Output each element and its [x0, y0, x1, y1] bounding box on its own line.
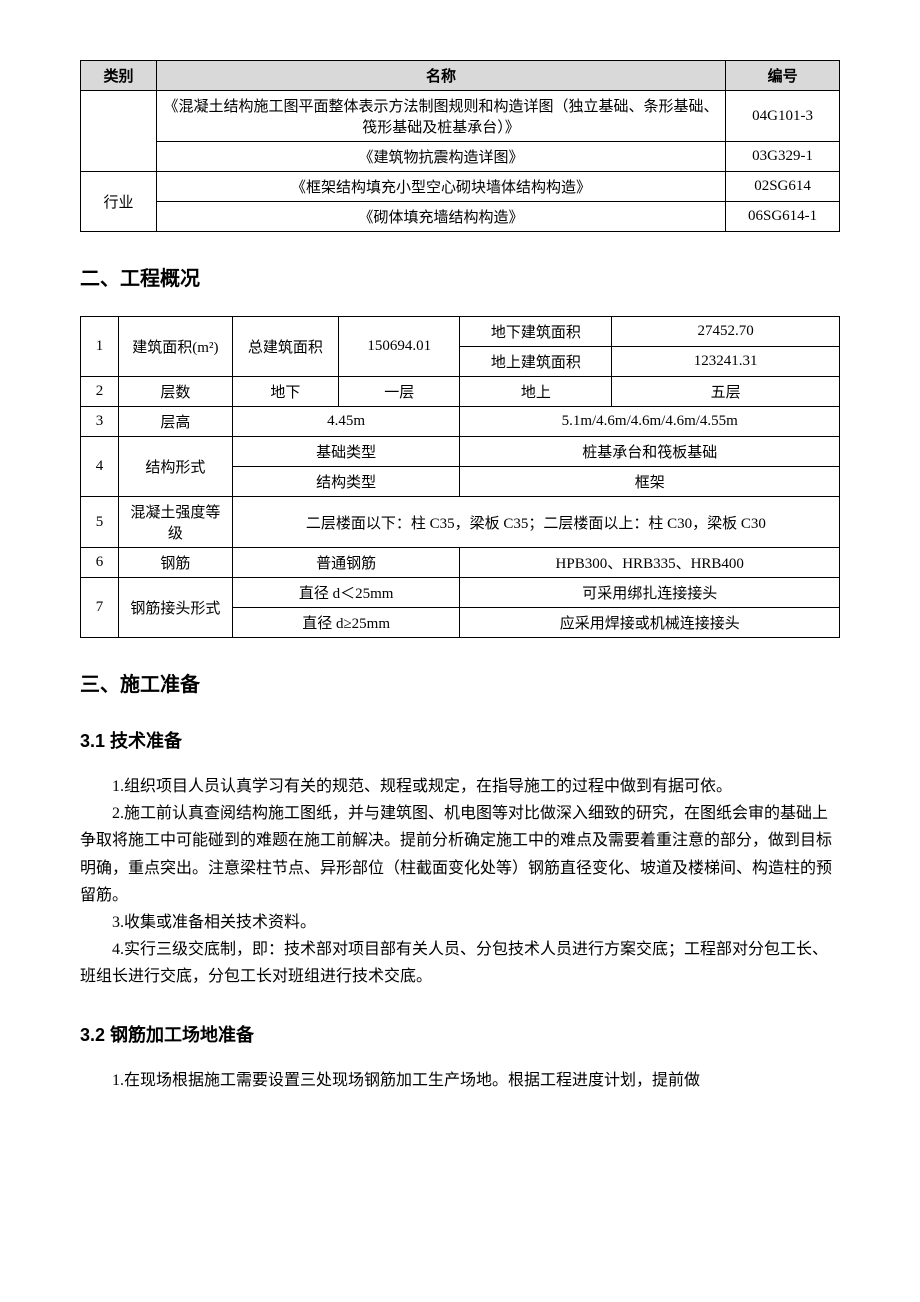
header-category: 类别 [81, 61, 157, 91]
cell-code: 04G101-3 [726, 91, 840, 142]
cell-code: 06SG614-1 [726, 202, 840, 232]
table-row: 《建筑物抗震构造详图》 03G329-1 [81, 142, 840, 172]
cell-num: 4 [81, 437, 119, 497]
standards-table: 类别 名称 编号 《混凝土结构施工图平面整体表示方法制图规则和构造详图（独立基础… [80, 60, 840, 232]
cell: 4.45m [232, 407, 460, 437]
header-code: 编号 [726, 61, 840, 91]
cell-num: 1 [81, 317, 119, 377]
cell-code: 02SG614 [726, 172, 840, 202]
table-row: 4 结构形式 基础类型 桩基承台和筏板基础 [81, 437, 840, 467]
table-row: 行业 《框架结构填充小型空心砌块墙体结构构造》 02SG614 [81, 172, 840, 202]
cell: 123241.31 [612, 347, 840, 377]
cell-label: 层高 [118, 407, 232, 437]
cell: 27452.70 [612, 317, 840, 347]
cell: HPB300、HRB335、HRB400 [460, 548, 840, 578]
cell-num: 2 [81, 377, 119, 407]
table-row: 《砌体填充墙结构构造》 06SG614-1 [81, 202, 840, 232]
cell: 基础类型 [232, 437, 460, 467]
cell: 结构类型 [232, 467, 460, 497]
cell: 地上建筑面积 [460, 347, 612, 377]
cell: 一层 [339, 377, 460, 407]
cell: 桩基承台和筏板基础 [460, 437, 840, 467]
cell: 地下建筑面积 [460, 317, 612, 347]
cell: 总建筑面积 [232, 317, 338, 377]
cell: 地上 [460, 377, 612, 407]
cell: 普通钢筋 [232, 548, 460, 578]
cell-num: 7 [81, 578, 119, 638]
table-row: 《混凝土结构施工图平面整体表示方法制图规则和构造详图（独立基础、条形基础、筏形基… [81, 91, 840, 142]
cell: 五层 [612, 377, 840, 407]
header-name: 名称 [156, 61, 725, 91]
cell-num: 3 [81, 407, 119, 437]
cell-name: 《混凝土结构施工图平面整体表示方法制图规则和构造详图（独立基础、条形基础、筏形基… [156, 91, 725, 142]
table-row: 2 层数 地下 一层 地上 五层 [81, 377, 840, 407]
project-overview-table: 1 建筑面积(m²) 总建筑面积 150694.01 地下建筑面积 27452.… [80, 316, 840, 638]
cell-num: 6 [81, 548, 119, 578]
table-row: 5 混凝土强度等级 二层楼面以下：柱 C35，梁板 C35；二层楼面以上：柱 C… [81, 497, 840, 548]
cell: 150694.01 [339, 317, 460, 377]
cell: 二层楼面以下：柱 C35，梁板 C35；二层楼面以上：柱 C30，梁板 C30 [232, 497, 839, 548]
subsection-heading-rebar-prep: 3.2 钢筋加工场地准备 [80, 1021, 840, 1047]
section-heading-preparation: 三、施工准备 [80, 668, 840, 697]
cell: 直径 d≥25mm [232, 608, 460, 638]
cell-name: 《建筑物抗震构造详图》 [156, 142, 725, 172]
cell-label: 层数 [118, 377, 232, 407]
cell: 地下 [232, 377, 338, 407]
cell: 5.1m/4.6m/4.6m/4.6m/4.55m [460, 407, 840, 437]
table-row: 6 钢筋 普通钢筋 HPB300、HRB335、HRB400 [81, 548, 840, 578]
paragraph: 1.组织项目人员认真学习有关的规范、规程或规定，在指导施工的过程中做到有据可依。 [80, 773, 840, 800]
cell: 可采用绑扎连接接头 [460, 578, 840, 608]
cell-label: 混凝土强度等级 [118, 497, 232, 548]
paragraph: 2.施工前认真查阅结构施工图纸，并与建筑图、机电图等对比做深入细致的研究，在图纸… [80, 800, 840, 909]
cell: 直径 d＜25mm [232, 578, 460, 608]
cell-label: 结构形式 [118, 437, 232, 497]
cell: 应采用焊接或机械连接接头 [460, 608, 840, 638]
cell-name: 《框架结构填充小型空心砌块墙体结构构造》 [156, 172, 725, 202]
paragraph: 3.收集或准备相关技术资料。 [80, 909, 840, 936]
table-row: 1 建筑面积(m²) 总建筑面积 150694.01 地下建筑面积 27452.… [81, 317, 840, 347]
table-header-row: 类别 名称 编号 [81, 61, 840, 91]
cell-category: 行业 [81, 172, 157, 232]
section-heading-overview: 二、工程概况 [80, 262, 840, 291]
paragraph: 4.实行三级交底制，即：技术部对项目部有关人员、分包技术人员进行方案交底；工程部… [80, 936, 840, 990]
cell-code: 03G329-1 [726, 142, 840, 172]
subsection-heading-tech-prep: 3.1 技术准备 [80, 727, 840, 753]
cell-category [81, 91, 157, 172]
cell-label: 钢筋接头形式 [118, 578, 232, 638]
table-row: 7 钢筋接头形式 直径 d＜25mm 可采用绑扎连接接头 [81, 578, 840, 608]
table-row: 3 层高 4.45m 5.1m/4.6m/4.6m/4.6m/4.55m [81, 407, 840, 437]
cell-label: 钢筋 [118, 548, 232, 578]
cell-num: 5 [81, 497, 119, 548]
paragraph: 1.在现场根据施工需要设置三处现场钢筋加工生产场地。根据工程进度计划，提前做 [80, 1067, 840, 1094]
cell-label: 建筑面积(m²) [118, 317, 232, 377]
cell-name: 《砌体填充墙结构构造》 [156, 202, 725, 232]
cell: 框架 [460, 467, 840, 497]
